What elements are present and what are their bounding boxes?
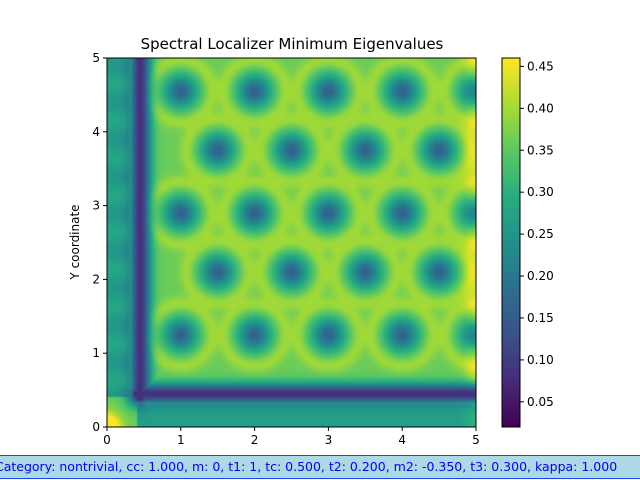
status-bar: Category: nontrivial, cc: 1.000, m: 0, t… — [0, 455, 640, 479]
y-tick-label: 4 — [92, 125, 100, 139]
y-tick-label: 3 — [92, 199, 100, 213]
colorbar-tick-label: 0.35 — [527, 143, 554, 157]
colorbar-tick-label: 0.05 — [527, 395, 554, 409]
y-tick-label: 1 — [92, 346, 100, 360]
colorbar-gradient — [502, 58, 520, 427]
x-tick-label: 4 — [398, 433, 406, 447]
colorbar-tick-label: 0.10 — [527, 353, 554, 367]
colorbar-tick-label: 0.20 — [527, 269, 554, 283]
y-tick-label: 5 — [92, 51, 100, 65]
colorbar-axis: 0.05 0.10 0.15 0.20 0.25 0.30 0.35 0.40 0.45 — [520, 59, 554, 409]
colorbar-frame — [501, 57, 521, 428]
x-tick-label: 3 — [325, 433, 333, 447]
x-tick-label: 1 — [177, 433, 185, 447]
heatmap-canvas-wrapper — [107, 58, 476, 427]
y-tick-label: 0 — [92, 420, 100, 434]
plot-frame — [106, 57, 477, 428]
colorbar-tick-label: 0.40 — [527, 101, 554, 115]
status-text: Category: nontrivial, cc: 1.000, m: 0, t… — [0, 459, 618, 474]
x-tick-label: 0 — [103, 433, 111, 447]
colorbar-tick-label: 0.15 — [527, 311, 554, 325]
heatmap-canvas — [107, 58, 476, 427]
colorbar-tick-label: 0.30 — [527, 185, 554, 199]
chart-figure: Spectral Localizer Minimum Eigenvalues 0… — [68, 35, 554, 447]
y-tick-label: 2 — [92, 272, 100, 286]
colorbar-tick-label: 0.45 — [527, 59, 554, 73]
chart-title: Spectral Localizer Minimum Eigenvalues — [141, 35, 444, 53]
y-axis: 0 1 2 3 4 5 — [92, 51, 107, 434]
colorbar-wrapper — [502, 58, 520, 427]
y-axis-label: Y coordinate — [68, 204, 82, 280]
x-tick-label: 2 — [251, 433, 259, 447]
colorbar-tick-label: 0.25 — [527, 227, 554, 241]
x-tick-label: 5 — [472, 433, 480, 447]
x-axis: 0 1 2 3 4 5 — [103, 427, 480, 447]
